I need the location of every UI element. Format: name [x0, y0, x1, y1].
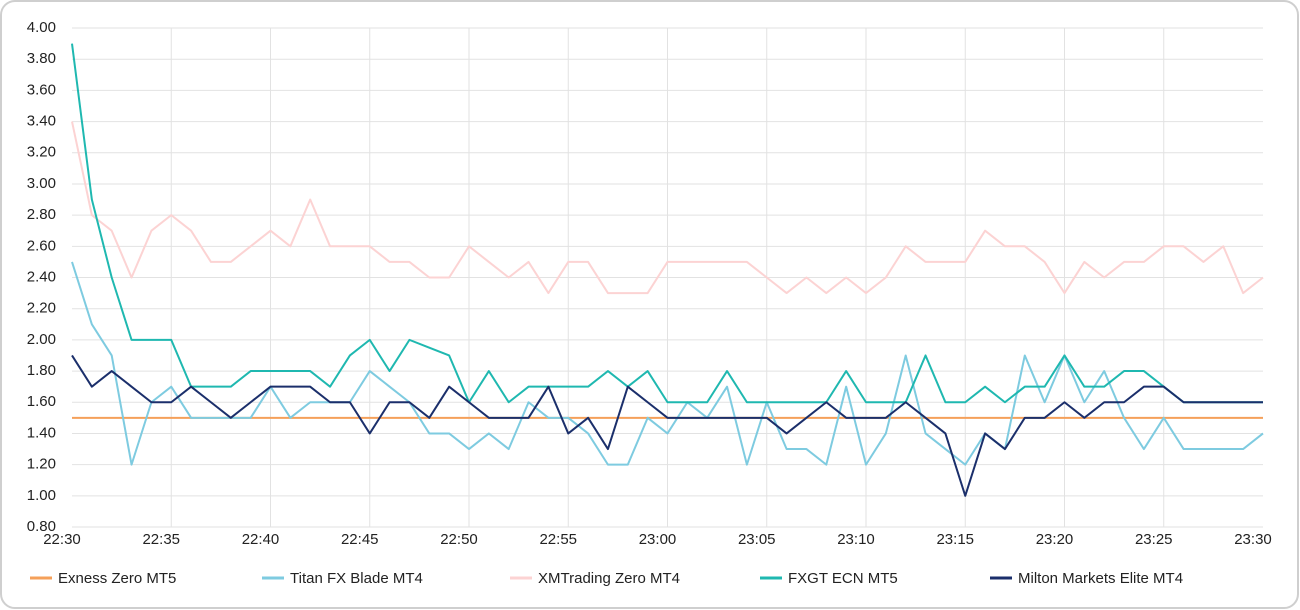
x-tick-label: 22:50 — [440, 531, 478, 548]
y-tick-label: 2.40 — [27, 268, 56, 285]
y-tick-label: 2.60 — [27, 237, 56, 254]
y-tick-label: 2.00 — [27, 331, 56, 348]
x-tick-label: 22:35 — [142, 531, 180, 548]
x-tick-label: 23:00 — [639, 531, 677, 548]
y-tick-label: 4.00 — [27, 19, 56, 36]
y-tick-label: 0.80 — [27, 518, 56, 535]
x-tick-label: 22:55 — [539, 531, 577, 548]
x-tick-label: 23:05 — [738, 531, 776, 548]
y-tick-label: 1.80 — [27, 362, 56, 379]
series-line — [71, 43, 1263, 404]
x-tick-label: 22:45 — [341, 531, 379, 548]
legend-label: FXGT ECN MT5 — [788, 570, 898, 587]
y-tick-label: 3.40 — [27, 113, 56, 130]
series-line — [71, 121, 1264, 295]
x-tick-label: 23:15 — [936, 531, 974, 548]
x-tick-label: 23:25 — [1135, 531, 1173, 548]
legend-label: Titan FX Blade MT4 — [290, 570, 423, 587]
y-tick-label: 3.60 — [27, 81, 56, 98]
y-tick-label: 1.40 — [27, 424, 56, 441]
y-tick-label: 3.20 — [27, 144, 56, 161]
y-tick-label: 1.20 — [27, 456, 56, 473]
x-tick-label: 23:10 — [837, 531, 875, 548]
y-tick-label: 3.00 — [27, 175, 56, 192]
series-line — [71, 354, 1263, 497]
legend-label: XMTrading Zero MT4 — [538, 570, 680, 587]
y-tick-label: 3.80 — [27, 50, 56, 67]
x-tick-label: 22:40 — [242, 531, 280, 548]
y-tick-label: 2.80 — [27, 206, 56, 223]
legend-label: Milton Markets Elite MT4 — [1018, 570, 1183, 587]
x-tick-label: 23:30 — [1234, 531, 1272, 548]
legend-label: Exness Zero MT5 — [58, 570, 176, 587]
y-tick-label: 1.60 — [27, 393, 56, 410]
y-tick-label: 1.00 — [27, 487, 56, 504]
x-tick-label: 23:20 — [1036, 531, 1074, 548]
x-tick-label: 22:30 — [43, 531, 81, 548]
y-tick-label: 2.20 — [27, 300, 56, 317]
